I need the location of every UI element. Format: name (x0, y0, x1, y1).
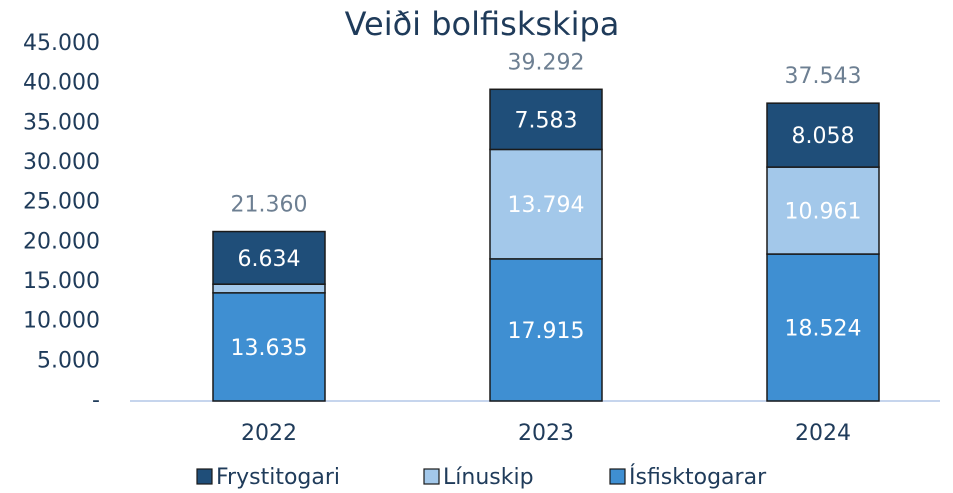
x-tick-label: 2024 (795, 421, 851, 446)
y-tick-label: 15.000 (23, 269, 100, 294)
data-label: 18.524 (785, 317, 862, 342)
y-tick-label: 10.000 (23, 309, 100, 334)
y-tick-label: - (92, 388, 100, 413)
total-label: 21.360 (231, 193, 308, 218)
bar-segment (212, 283, 326, 294)
bar-segment (766, 102, 880, 168)
y-tick-label: 20.000 (23, 229, 100, 254)
y-tick-label: 5.000 (37, 348, 100, 373)
bar-segment (489, 148, 603, 260)
data-label: 6.634 (238, 247, 301, 272)
y-tick-label: 25.000 (23, 190, 100, 215)
bar-segment (212, 230, 326, 285)
total-label: 37.543 (785, 64, 862, 89)
x-tick-label: 2023 (518, 421, 574, 446)
bar-segment (489, 88, 603, 151)
bar-segment (766, 166, 880, 255)
legend-label: Frystitogari (216, 465, 340, 490)
chart-title: Veiði bolfiskskipa (345, 5, 620, 43)
bar-segment (766, 253, 880, 402)
x-tick-label: 2022 (241, 421, 297, 446)
y-tick-label: 30.000 (23, 150, 100, 175)
data-label: 8.058 (792, 124, 855, 149)
legend-swatch (196, 468, 213, 485)
legend-label: Ísfisktogarar (629, 464, 767, 490)
legend-label: Línuskip (443, 465, 534, 490)
legend-swatch (423, 468, 440, 485)
data-label: 10.961 (785, 200, 862, 225)
bar-segment (212, 292, 326, 402)
total-label: 39.292 (508, 50, 585, 75)
y-tick-label: 35.000 (23, 110, 100, 135)
data-label: 7.583 (515, 108, 578, 133)
data-label: 17.915 (508, 319, 585, 344)
legend-swatch (609, 468, 626, 485)
data-label: 13.635 (231, 336, 308, 361)
y-tick-label: 40.000 (23, 71, 100, 96)
data-label: 13.794 (508, 193, 585, 218)
y-tick-label: 45.000 (23, 31, 100, 56)
